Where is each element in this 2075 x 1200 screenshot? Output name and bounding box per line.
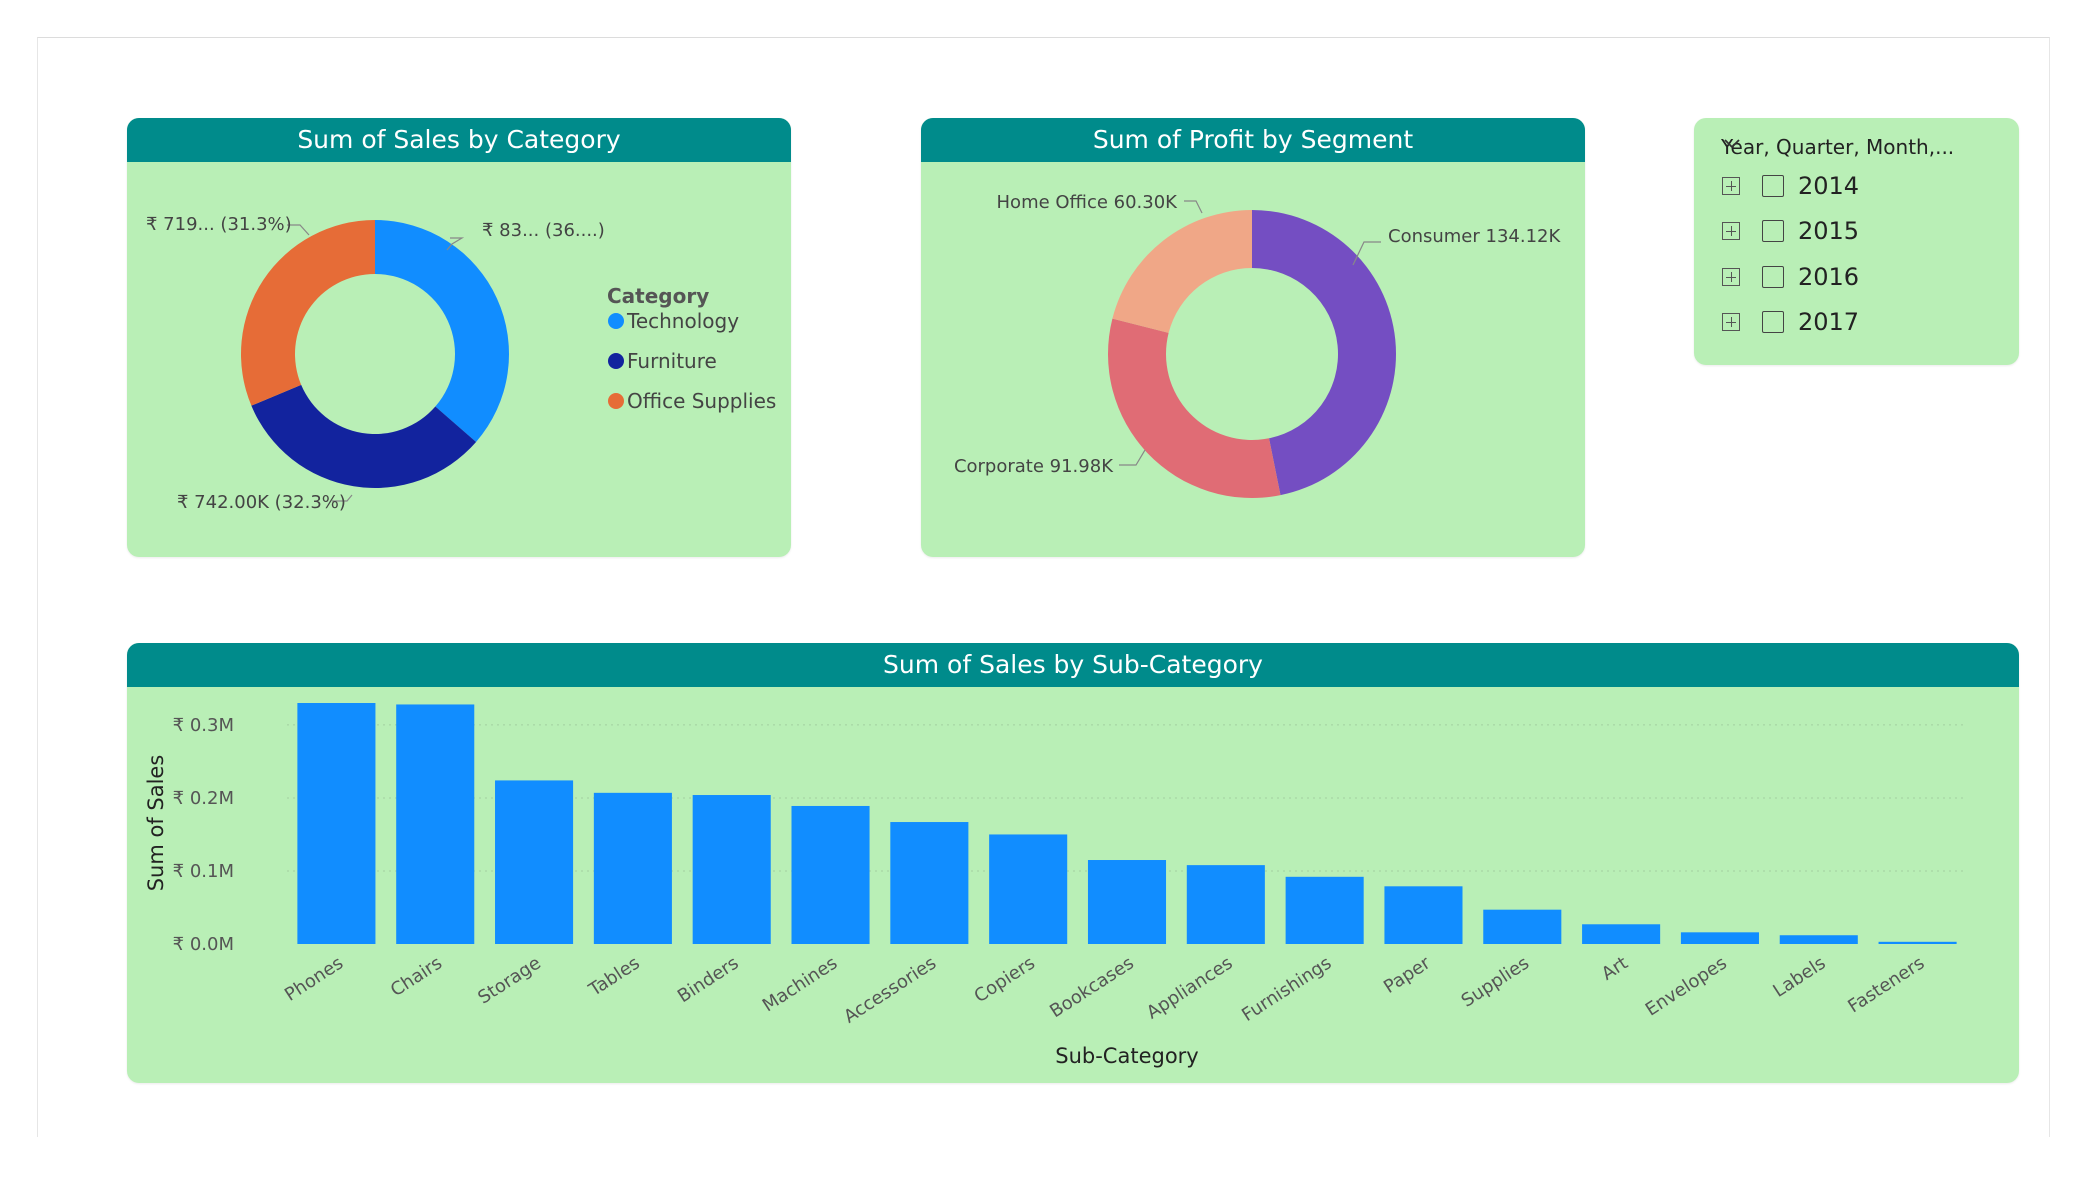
sales-by-category-title: Sum of Sales by Category — [127, 118, 791, 162]
x-tick-label: Bookcases — [1046, 953, 1138, 1023]
profit-by-segment-title: Sum of Profit by Segment — [921, 118, 1585, 162]
sales-by-subcategory-title: Sum of Sales by Sub-Category — [127, 643, 2019, 687]
slicer-item-label: 2015 — [1798, 217, 1860, 245]
x-tick-label: Machines — [759, 953, 842, 1017]
legend-marker-technology[interactable] — [608, 313, 624, 329]
donut-slice-office-supplies[interactable] — [241, 220, 375, 406]
profit-by-segment-card[interactable]: Sum of Profit by Segment Consumer 134.12… — [921, 118, 1585, 557]
checkbox-2015[interactable] — [1762, 220, 1784, 242]
data-label-office-supplies: ₹ 719... (31.3%) — [146, 214, 292, 235]
slicer-item-label: 2016 — [1798, 263, 1860, 291]
leader-line — [1352, 241, 1381, 266]
slicer-item-label: 2014 — [1798, 172, 1860, 200]
sales-by-subcategory-bar-chart[interactable]: ₹ 0.0M ₹ 0.1M ₹ 0.2M ₹ 0.3M Phones Chairs Stor… — [127, 643, 2019, 1083]
x-tick-label: Binders — [674, 953, 743, 1008]
legend-marker-furniture[interactable] — [608, 353, 624, 369]
checkbox-2017[interactable] — [1762, 311, 1784, 333]
date-hierarchy-slicer[interactable]: Year, Quarter, Month,... 2014 2015 2016 … — [1694, 118, 2019, 365]
x-tick-label: Labels — [1769, 953, 1829, 1002]
plus-square-icon[interactable] — [1722, 222, 1740, 240]
donut-slice-home-office[interactable] — [1112, 210, 1252, 333]
donut-slice-corporate[interactable] — [1108, 318, 1281, 498]
x-tick-label: Phones — [281, 953, 347, 1006]
leader-line — [1119, 449, 1146, 466]
checkbox-2016[interactable] — [1762, 266, 1784, 288]
x-axis-title: Sub-Category — [1055, 1044, 1198, 1068]
leader-line — [446, 237, 465, 251]
legend-title: Category — [607, 284, 709, 308]
x-tick-label: Chairs — [387, 953, 446, 1002]
checkbox-2014[interactable] — [1762, 175, 1784, 197]
bar-binders[interactable] — [692, 795, 771, 944]
bar-supplies[interactable] — [1483, 909, 1562, 944]
legend-item-office-supplies[interactable]: Office Supplies — [627, 389, 776, 413]
slicer-item-2015[interactable]: 2015 — [1722, 216, 1982, 250]
profit-by-segment-donut[interactable]: Consumer 134.12K Corporate 91.98K Home Off… — [921, 118, 1585, 557]
legend-item-furniture[interactable]: Furniture — [627, 349, 717, 373]
x-tick-label: Fasteners — [1844, 953, 1928, 1018]
bar-bookcases[interactable] — [1087, 860, 1167, 944]
slicer-item-2014[interactable]: 2014 — [1722, 171, 1982, 205]
donut-slice-technology[interactable] — [375, 220, 509, 442]
slicer-header[interactable]: Year, Quarter, Month,... — [1721, 132, 1995, 162]
legend-item-technology[interactable]: Technology — [626, 309, 739, 333]
plus-square-icon[interactable] — [1722, 313, 1740, 331]
slicer-item-2017[interactable]: 2017 — [1722, 307, 1982, 341]
bar-furnishings[interactable] — [1285, 876, 1364, 944]
leader-line — [332, 494, 353, 502]
bar-fasteners[interactable] — [1878, 941, 1957, 944]
slicer-item-2016[interactable]: 2016 — [1722, 262, 1982, 296]
sales-by-category-donut[interactable]: ₹ 83... (36....) ₹ 742.00K (32.3%) ₹ 719..… — [127, 118, 791, 557]
bar-tables[interactable] — [593, 792, 672, 944]
sales-by-category-card[interactable]: Sum of Sales by Category ₹ 83... (36....… — [127, 118, 791, 557]
bar-accessories[interactable] — [890, 822, 969, 944]
x-tick-label: Furnishings — [1238, 953, 1335, 1026]
x-tick-label: Tables — [584, 953, 643, 1002]
x-tick-label: Copiers — [971, 953, 1039, 1008]
leader-line — [287, 224, 310, 236]
x-tick-label: Supplies — [1458, 953, 1533, 1012]
bar-labels[interactable] — [1779, 935, 1858, 944]
y-axis-title: Sum of Sales — [144, 755, 168, 892]
plus-square-icon[interactable] — [1722, 268, 1740, 286]
data-label-furniture: ₹ 742.00K (32.3%) — [177, 492, 346, 513]
data-label-home-office: Home Office 60.30K — [997, 192, 1179, 213]
y-tick-label: ₹ 0.2M — [173, 788, 234, 809]
donut-slice-consumer[interactable] — [1252, 210, 1396, 496]
data-label-corporate: Corporate 91.98K — [954, 456, 1114, 477]
sales-by-subcategory-card[interactable]: Sum of Sales by Sub-Category ₹ 0.0M ₹ 0.1… — [127, 643, 2019, 1083]
bar-art[interactable] — [1582, 924, 1661, 944]
x-tick-label: Envelopes — [1642, 953, 1731, 1021]
y-tick-label: ₹ 0.1M — [173, 861, 234, 882]
legend-marker-office-supplies[interactable] — [608, 393, 624, 409]
chevron-down-icon[interactable] — [1721, 132, 1743, 154]
bar-machines[interactable] — [791, 805, 870, 944]
data-label-consumer: Consumer 134.12K — [1388, 226, 1561, 247]
x-tick-label: Paper — [1380, 952, 1435, 998]
bar-envelopes[interactable] — [1680, 932, 1759, 944]
bar-chairs[interactable] — [396, 704, 475, 944]
slicer-item-label: 2017 — [1798, 308, 1860, 336]
leader-line — [1184, 200, 1203, 214]
data-label-technology: ₹ 83... (36....) — [482, 220, 605, 241]
bar-copiers[interactable] — [989, 834, 1068, 944]
y-tick-label: ₹ 0.3M — [173, 715, 234, 736]
x-tick-label: Art — [1598, 953, 1632, 985]
slicer-title: Year, Quarter, Month,... — [1721, 135, 1955, 159]
bar-phones[interactable] — [297, 703, 376, 944]
plus-square-icon[interactable] — [1722, 177, 1740, 195]
bar-appliances[interactable] — [1186, 865, 1265, 944]
bar-storage[interactable] — [495, 780, 574, 944]
report-canvas — [37, 37, 2050, 1137]
bar-paper[interactable] — [1384, 886, 1463, 944]
x-tick-label: Accessories — [840, 953, 940, 1028]
x-tick-label: Storage — [474, 953, 545, 1009]
y-tick-label: ₹ 0.0M — [173, 934, 234, 955]
donut-slice-furniture[interactable] — [251, 384, 477, 488]
x-tick-label: Appliances — [1143, 953, 1237, 1024]
